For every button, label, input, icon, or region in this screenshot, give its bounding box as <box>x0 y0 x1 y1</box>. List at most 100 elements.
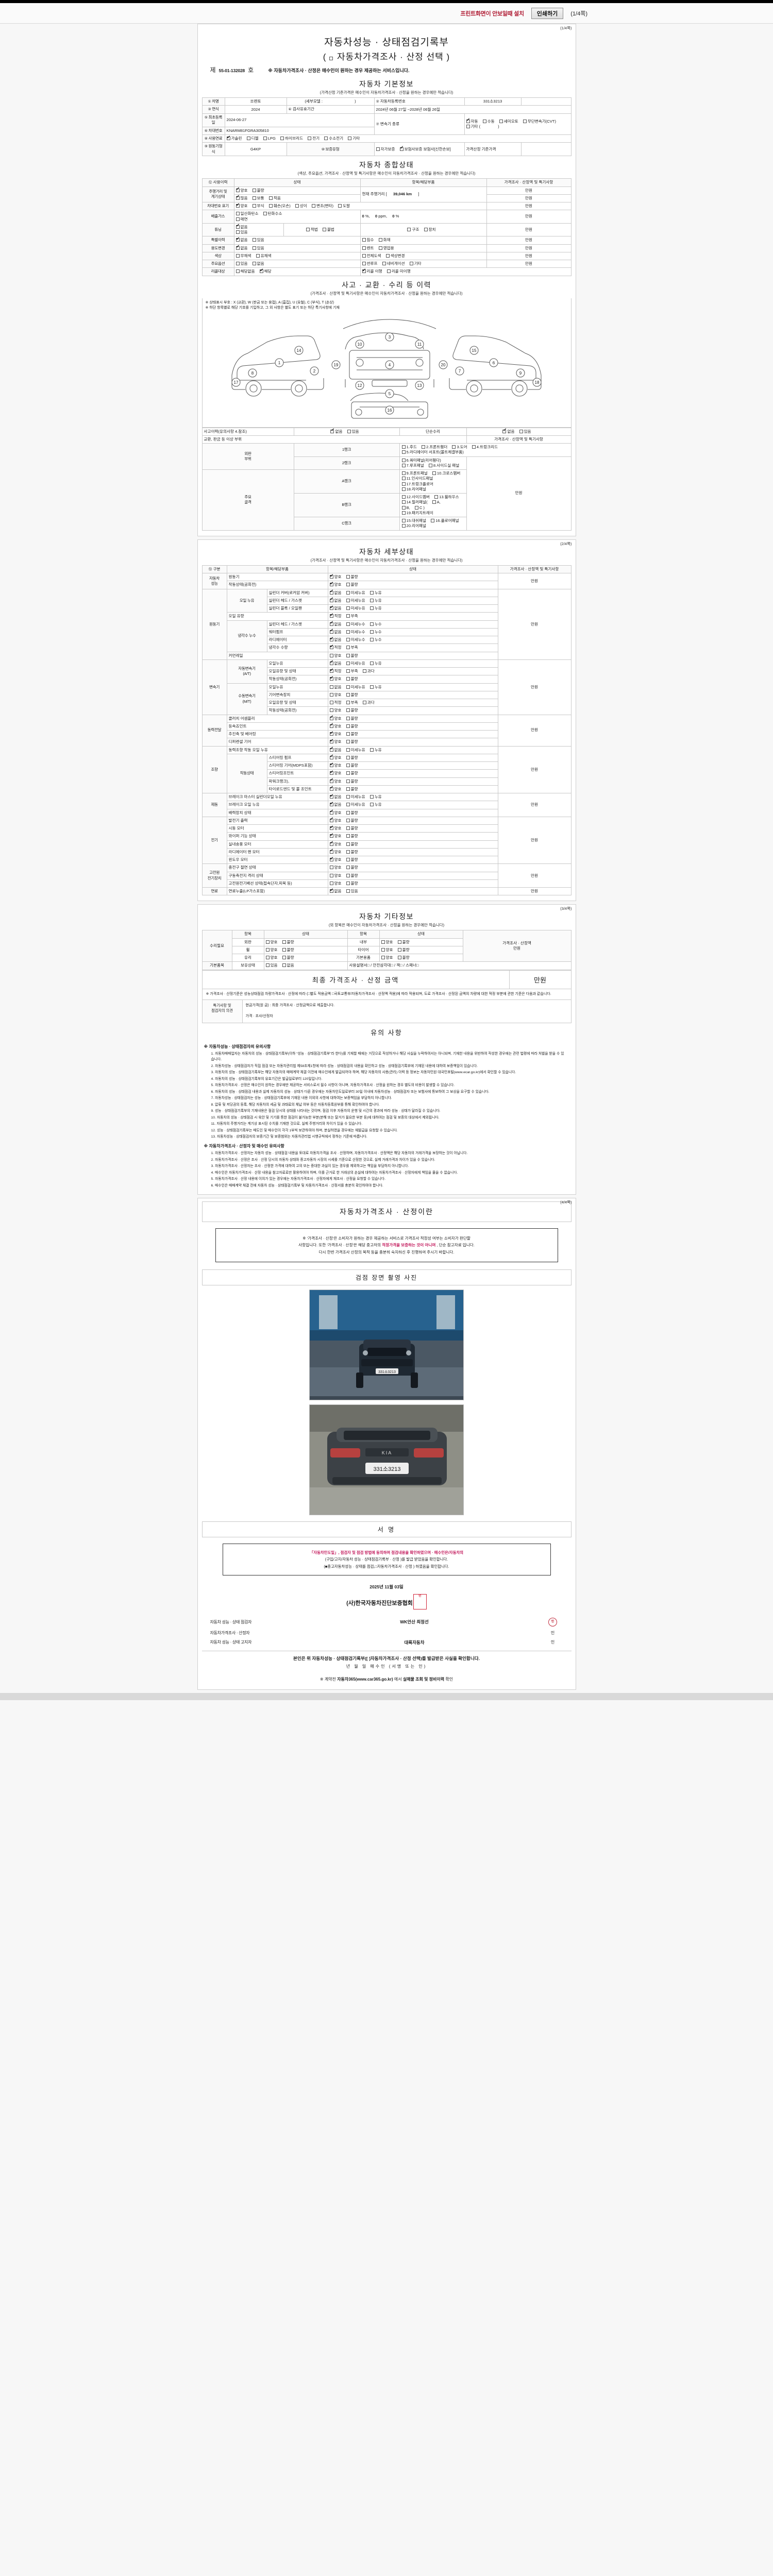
checkbox-bm-none[interactable] <box>329 793 333 799</box>
checkbox-tuning-none[interactable] <box>236 223 240 229</box>
option-mt-leak[interactable]: 누유 <box>369 685 382 690</box>
option-rad-leak[interactable]: 누수 <box>369 637 382 642</box>
checkbox-diff-bad[interactable] <box>346 740 350 744</box>
option-fire[interactable]: 화재 <box>378 238 391 243</box>
checkbox-atl-low[interactable] <box>346 669 350 673</box>
option-cl-low[interactable]: 부족 <box>346 645 358 650</box>
checkbox-opt-other[interactable] <box>409 262 413 266</box>
option-wheel-house[interactable]: 13.휠하우스 <box>434 495 459 500</box>
checkbox-at-none[interactable] <box>329 659 333 665</box>
option-special-none[interactable]: 없음 <box>236 236 247 243</box>
option-rad-minor[interactable]: 미세누수 <box>346 637 365 642</box>
option-wiper-bad[interactable]: 불량 <box>346 834 358 839</box>
checkbox-rf-bad[interactable] <box>346 850 350 854</box>
option-wheel-bad[interactable]: 불량 <box>282 947 294 953</box>
checkbox-rad-leak[interactable] <box>369 638 374 641</box>
checkbox-chromatic[interactable] <box>256 253 260 258</box>
option-glass-good[interactable]: 양호 <box>265 955 277 960</box>
option-tuning-structure[interactable]: 구조 <box>407 227 419 232</box>
checkbox-head-minor[interactable] <box>346 598 350 602</box>
option-atl-ok[interactable]: 적정 <box>329 668 341 674</box>
checkbox-psl-minor[interactable] <box>346 748 350 752</box>
option-special-yes[interactable]: 있음 <box>252 238 264 243</box>
option-color-change[interactable]: 색상변경 <box>385 253 405 259</box>
option-st-good[interactable]: 양호 <box>329 825 341 831</box>
checkbox-fl-none[interactable] <box>329 888 333 893</box>
checkbox-pillar-panel[interactable] <box>401 500 406 504</box>
checkbox-auto[interactable] <box>466 117 470 123</box>
option-ext-bad[interactable]: 불량 <box>282 940 294 945</box>
checkbox-achromatic[interactable] <box>236 253 240 258</box>
checkbox-radiator-support[interactable] <box>401 450 406 454</box>
checkbox-tire-bad[interactable] <box>397 947 401 952</box>
checkbox-rent[interactable] <box>362 246 366 250</box>
checkbox-mileage-good[interactable] <box>236 187 240 192</box>
checkbox-bm-leak[interactable] <box>369 795 374 799</box>
option-recall-undone[interactable]: 리콜 미이행 <box>386 269 411 274</box>
option-st-bad[interactable]: 불량 <box>346 826 358 831</box>
checkbox-cvt[interactable] <box>523 119 527 123</box>
checkbox-diff-good[interactable] <box>329 738 333 744</box>
checkbox-special-none[interactable] <box>236 236 240 242</box>
option-hold-yes[interactable]: 있음 <box>265 963 277 968</box>
checkbox-mt-leak[interactable] <box>369 685 374 689</box>
option-ext-good[interactable]: 양호 <box>265 940 277 945</box>
option-electric[interactable]: 전기 <box>308 136 320 141</box>
option-sp-good[interactable]: 양호 <box>329 754 341 760</box>
checkbox-hc[interactable] <box>263 212 267 216</box>
option-head-minor[interactable]: 미세누유 <box>346 598 365 603</box>
checkbox-usechg-yes[interactable] <box>252 246 256 250</box>
checkbox-mt-none[interactable] <box>329 685 333 689</box>
checkbox-bst-good[interactable] <box>329 809 333 815</box>
option-clutch-bad[interactable]: 불량 <box>346 716 358 721</box>
option-bst-bad[interactable]: 불량 <box>346 810 358 816</box>
option-vin-diff[interactable]: 상이 <box>295 204 307 209</box>
option-tire-bad[interactable]: 불량 <box>397 947 410 953</box>
checkbox-quarter-panel[interactable] <box>401 458 406 462</box>
checkbox-engine-good[interactable] <box>329 573 333 579</box>
option-oil-ok[interactable]: 적정 <box>329 613 341 619</box>
checkbox-bm-minor[interactable] <box>346 795 350 799</box>
option-ati-bad[interactable]: 불량 <box>346 676 358 682</box>
option-bo-none[interactable]: 없음 <box>329 801 341 807</box>
checkbox-meter-few[interactable] <box>268 196 273 200</box>
option-fl-yes[interactable]: 있음 <box>346 889 358 894</box>
option-radiator-support[interactable]: 5.라디에이터 서포트(볼트체결부품) <box>401 450 464 455</box>
option-cross-member[interactable]: 10.크로스멤버 <box>432 471 460 476</box>
option-at-none[interactable]: 없음 <box>329 659 341 666</box>
checkbox-special-yes[interactable] <box>252 238 256 242</box>
option-blw-good[interactable]: 양호 <box>329 840 341 847</box>
checkbox-rad-none[interactable] <box>329 636 333 641</box>
option-ati-good[interactable]: 양호 <box>329 675 341 682</box>
option-diff-bad[interactable]: 불량 <box>346 739 358 744</box>
checkbox-manual[interactable] <box>482 119 486 123</box>
checkbox-mainopt-no[interactable] <box>252 262 256 266</box>
checkbox-ps-good[interactable] <box>329 731 333 736</box>
option-int-bad[interactable]: 불량 <box>397 940 410 945</box>
option-self-warranty[interactable]: 자가보증 <box>376 147 395 152</box>
option-inside-panel[interactable]: 11.인사이드패널 <box>401 476 433 481</box>
option-block-minor[interactable]: 미세누유 <box>346 606 365 611</box>
checkbox-glass-good[interactable] <box>265 956 270 959</box>
checkbox-rad-minor[interactable] <box>346 638 350 641</box>
option-idle-bad[interactable]: 불량 <box>346 582 358 587</box>
checkbox-cr-good[interactable] <box>329 653 333 657</box>
option-bm-leak[interactable]: 누유 <box>369 794 382 800</box>
option-vin-erased[interactable]: 도말 <box>338 204 350 209</box>
checkbox-wheel-bad[interactable] <box>282 947 286 952</box>
option-insurer-warranty[interactable]: 보험사보증 보험사[신한손보] <box>399 145 451 152</box>
checkbox-st-good[interactable] <box>329 825 333 830</box>
option-wm-good[interactable]: 양호 <box>329 856 341 862</box>
option-wm-bad[interactable]: 불량 <box>346 857 358 862</box>
option-achromatic[interactable]: 무채색 <box>236 253 251 259</box>
option-roof-panel[interactable]: 7.루프패널 <box>401 463 424 468</box>
option-pc-bad[interactable]: 불량 <box>346 779 358 784</box>
option-basic-good[interactable]: 양호 <box>381 955 393 960</box>
option-sg-bad[interactable]: 불량 <box>346 763 358 768</box>
checkbox-wheel-house[interactable] <box>434 495 439 499</box>
checkbox-head-none[interactable] <box>329 597 333 602</box>
checkbox-electric[interactable] <box>308 137 312 141</box>
option-sp-bad[interactable]: 불량 <box>346 755 358 760</box>
checkbox-repair-none[interactable] <box>502 428 507 433</box>
checkbox-sg-bad[interactable] <box>346 764 350 767</box>
